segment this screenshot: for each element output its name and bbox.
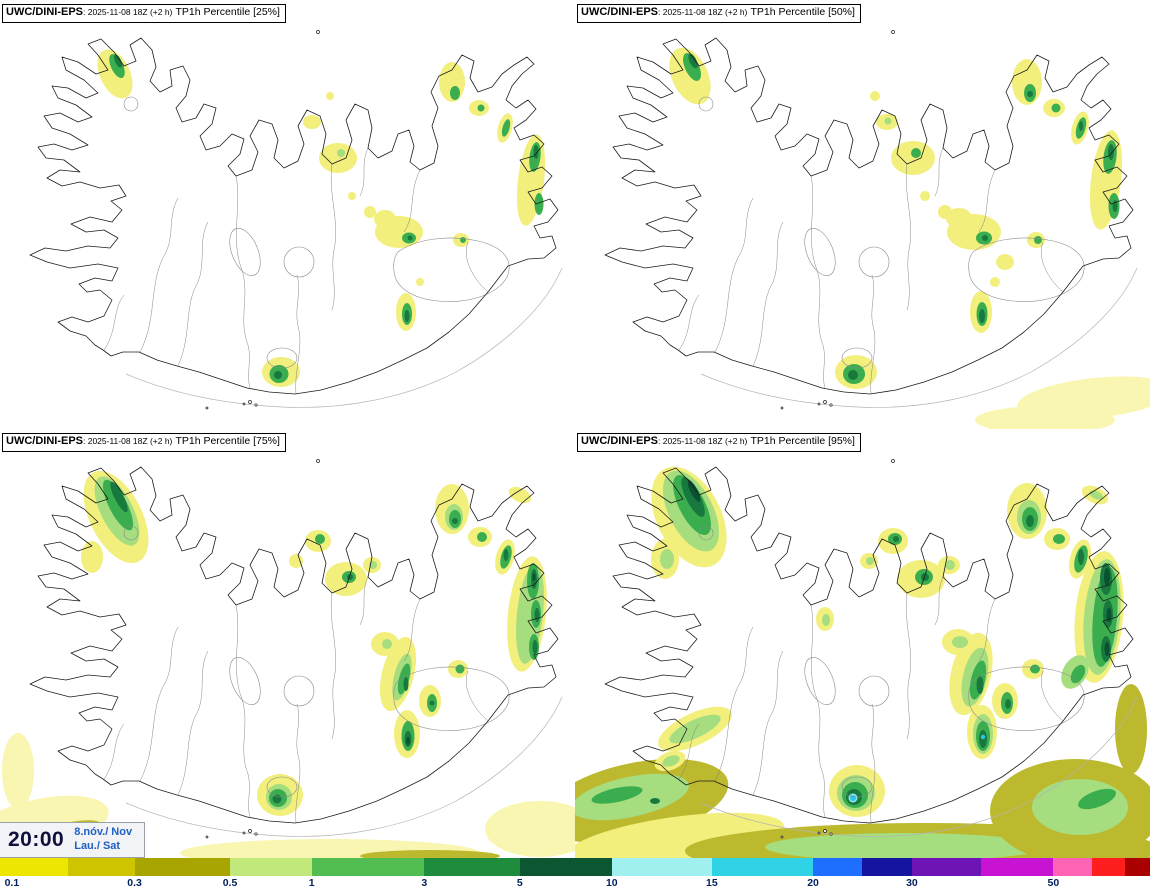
colorbar-segment	[711, 858, 813, 876]
run-datetime: : 2025-11-08 18Z (+2 h)	[658, 436, 748, 446]
run-datetime: : 2025-11-08 18Z (+2 h)	[658, 7, 748, 17]
colorbar-segment	[311, 858, 425, 876]
variable-label: TP1h Percentile [50%]	[750, 6, 855, 18]
colorbar-segment	[611, 858, 712, 876]
colorbar-label: 5	[516, 877, 523, 889]
variable-label: TP1h Percentile [25%]	[175, 6, 280, 18]
colorbar-segment	[1053, 858, 1093, 876]
colorbar-labels: 0.1 0.3 0.5 1 3 5 10 15 20 30 50	[0, 876, 1150, 891]
colorbar: 0.1 0.3 0.5 1 3 5 10 15 20 30 50	[0, 858, 1150, 891]
precip-overlay-50pct	[669, 47, 1150, 429]
day-label: Lau./ Sat	[74, 840, 121, 852]
colorbar-segment	[229, 858, 312, 876]
iceland-map-50	[604, 30, 1150, 429]
colorbar-label: 10	[605, 877, 618, 889]
panel-title-25: UWC/DINI-EPS: 2025-11-08 18Z (+2 h) TP1h…	[2, 4, 286, 23]
variable-label: TP1h Percentile [75%]	[175, 435, 280, 447]
colorbar-label: 0.3	[127, 877, 142, 889]
valid-date: 8.nóv./ Nov Lau./ Sat	[74, 826, 132, 854]
valid-time-box: 20:00 8.nóv./ Nov Lau./ Sat	[0, 822, 146, 858]
iceland-map-95	[575, 459, 1150, 858]
colorbar-label: 50	[1047, 877, 1060, 889]
colorbar-segment	[812, 858, 863, 876]
colorbar-segment	[67, 858, 135, 876]
colorbar-label: 20	[807, 877, 819, 889]
colorbar-segment	[1124, 858, 1150, 876]
colorbar-segment	[980, 858, 1054, 876]
precip-overlay-75pct	[0, 470, 575, 858]
run-datetime: : 2025-11-08 18Z (+2 h)	[83, 436, 173, 446]
forecast-panel-75: UWC/DINI-EPS: 2025-11-08 18Z (+2 h) TP1h…	[0, 429, 575, 858]
precip-overlay-95pct	[575, 466, 1150, 858]
precip-overlay-25pct	[97, 49, 546, 387]
colorbar-segment	[862, 858, 912, 876]
date-label: 8.nóv./ Nov	[74, 826, 133, 839]
forecast-panel-25: UWC/DINI-EPS: 2025-11-08 18Z (+2 h) TP1h…	[0, 0, 575, 429]
colorbar-segment	[1092, 858, 1125, 876]
colorbar-segment	[0, 858, 68, 876]
colorbar-segments	[0, 858, 1150, 876]
iceland-map-75	[0, 459, 575, 858]
colorbar-segment	[911, 858, 981, 876]
variable-label: TP1h Percentile [95%]	[750, 435, 855, 447]
colorbar-label: 15	[706, 877, 718, 889]
forecast-panel-50: UWC/DINI-EPS: 2025-11-08 18Z (+2 h) TP1h…	[575, 0, 1150, 429]
run-datetime: : 2025-11-08 18Z (+2 h)	[83, 7, 173, 17]
iceland-map-25	[29, 30, 563, 410]
panel-title-95: UWC/DINI-EPS: 2025-11-08 18Z (+2 h) TP1h…	[577, 433, 861, 452]
colorbar-label: 0.1	[4, 877, 20, 889]
colorbar-label: 3	[421, 877, 428, 889]
model-name: UWC/DINI-EPS	[6, 435, 83, 447]
panel-title-50: UWC/DINI-EPS: 2025-11-08 18Z (+2 h) TP1h…	[577, 4, 861, 23]
colorbar-label: 1	[308, 877, 315, 889]
colorbar-segment	[519, 858, 612, 876]
model-name: UWC/DINI-EPS	[581, 6, 658, 18]
model-name: UWC/DINI-EPS	[6, 6, 83, 18]
colorbar-segment	[424, 858, 520, 876]
forecast-panel-95: UWC/DINI-EPS: 2025-11-08 18Z (+2 h) TP1h…	[575, 429, 1150, 858]
colorbar-label: 30	[906, 877, 918, 889]
colorbar-label: 0.5	[222, 877, 238, 889]
valid-time: 20:00	[8, 828, 65, 851]
colorbar-segment	[134, 858, 230, 876]
model-name: UWC/DINI-EPS	[581, 435, 658, 447]
panel-title-75: UWC/DINI-EPS: 2025-11-08 18Z (+2 h) TP1h…	[2, 433, 286, 452]
